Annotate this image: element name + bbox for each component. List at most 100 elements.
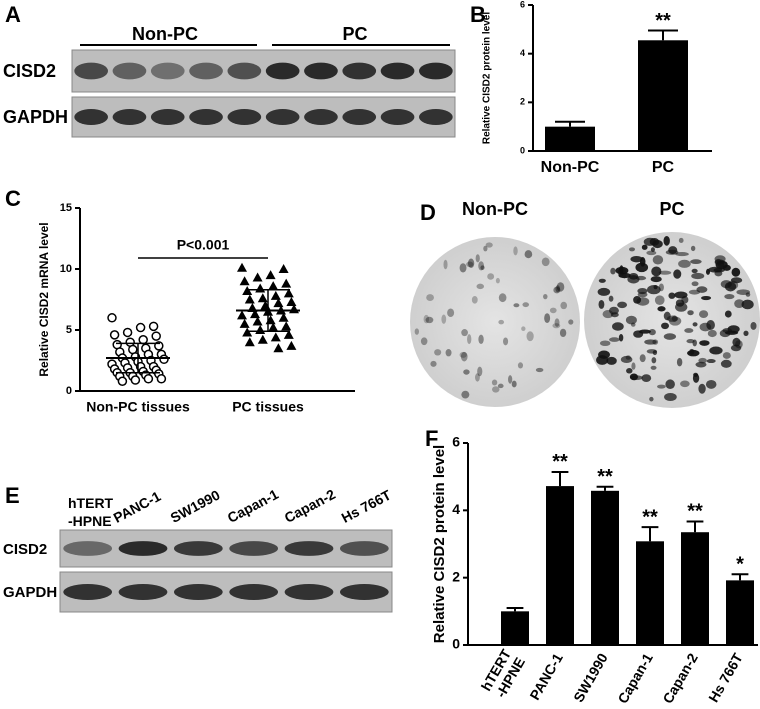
cell-nucleus: [609, 337, 620, 342]
point: [130, 375, 141, 385]
panel-label: F: [425, 426, 438, 451]
band: [418, 62, 453, 80]
lane-label-line: -HPNE: [68, 513, 112, 529]
group-label: PC: [342, 24, 367, 44]
cell-nucleus: [701, 295, 712, 301]
point: [135, 322, 146, 333]
lane-label: hTERT -HPNE: [68, 495, 114, 529]
cell-nucleus: [663, 333, 677, 340]
x-tick-label: hTERT-HPNE: [477, 646, 527, 701]
bar: [501, 611, 529, 645]
cell-nucleus: [652, 255, 664, 265]
cell-nucleus: [478, 334, 484, 344]
cell-nucleus: [497, 383, 504, 389]
band: [150, 109, 185, 125]
cell-nucleus: [598, 299, 605, 309]
x-tick-label: PC: [652, 159, 675, 176]
point: [252, 316, 263, 326]
cell-nucleus: [517, 362, 524, 369]
row-label: CISD2: [3, 61, 56, 81]
cell-nucleus: [631, 362, 636, 370]
point: [273, 343, 284, 353]
point: [252, 272, 263, 282]
panel-label: B: [470, 2, 486, 27]
cell-nucleus: [735, 340, 743, 349]
cell-nucleus: [622, 268, 627, 279]
cell-nucleus: [568, 319, 574, 325]
point: [237, 310, 247, 320]
cell-nucleus: [477, 366, 483, 377]
cell-nucleus: [544, 313, 551, 324]
cell-nucleus: [688, 289, 701, 295]
cell-nucleus: [636, 297, 650, 306]
point: [156, 374, 167, 384]
cell-nucleus: [734, 299, 745, 309]
point: [239, 318, 250, 328]
x-tick-label: Capan-1: [614, 650, 656, 706]
cell-nucleus: [665, 379, 675, 390]
cell-nucleus: [541, 257, 550, 267]
band: [339, 584, 389, 600]
cell-nucleus: [730, 277, 743, 284]
point: [138, 335, 148, 345]
cell-nucleus: [707, 329, 717, 338]
cell-nucleus: [699, 340, 710, 346]
bar: [638, 40, 688, 151]
significance: **: [552, 451, 568, 473]
cell-nucleus: [513, 303, 520, 308]
cell-nucleus: [554, 318, 560, 327]
cell-nucleus: [652, 239, 663, 249]
band: [150, 62, 185, 80]
cell-nucleus: [724, 293, 735, 300]
band: [265, 109, 300, 125]
point: [281, 278, 292, 288]
cell-nucleus: [447, 308, 455, 318]
cell-nucleus: [524, 250, 533, 259]
cell-nucleus: [693, 372, 699, 377]
cell-nucleus: [750, 322, 757, 330]
cell-nucleus: [511, 380, 517, 388]
cell-nucleus: [521, 326, 526, 332]
x-tick-label: SW1990: [570, 650, 611, 705]
band: [74, 109, 109, 125]
y-tick-label: 6: [520, 0, 525, 9]
cell-nucleus: [698, 383, 706, 394]
point: [237, 262, 247, 272]
point: [281, 321, 292, 331]
point: [278, 312, 289, 322]
x-tick-label: Hs 766T: [705, 650, 746, 705]
cell-nucleus: [639, 354, 646, 363]
cell-nucleus: [459, 351, 467, 358]
blot-box: [59, 571, 393, 613]
cell-nucleus: [648, 329, 656, 336]
cell-nucleus: [698, 357, 707, 364]
cell-nucleus: [625, 315, 637, 325]
bar: [545, 126, 595, 151]
cell-nucleus: [649, 396, 654, 402]
band: [63, 541, 113, 556]
band: [284, 541, 334, 556]
cell-nucleus: [522, 302, 530, 308]
band: [227, 109, 262, 125]
cell-nucleus: [483, 245, 488, 252]
cell-nucleus: [555, 285, 560, 293]
ihc-panel: D Non-PC PC: [410, 199, 760, 408]
cell-nucleus: [719, 329, 731, 338]
significance: **: [655, 10, 671, 32]
band: [173, 584, 223, 600]
y-tick-label: 4: [452, 501, 460, 517]
cell-nucleus: [706, 358, 716, 364]
cell-nucleus: [658, 270, 672, 275]
cell-nucleus: [650, 276, 662, 283]
cell-nucleus: [597, 287, 611, 296]
cell-nucleus: [475, 254, 480, 263]
y-tick-label: 15: [60, 202, 72, 214]
y-tick-label: 2: [520, 97, 525, 107]
cell-nucleus: [654, 295, 665, 305]
lane-label: Capan-2: [282, 486, 338, 526]
cell-nucleus: [626, 368, 633, 374]
band: [227, 62, 262, 80]
band: [342, 109, 377, 125]
cell-nucleus: [698, 310, 709, 319]
cell-nucleus: [638, 329, 651, 334]
